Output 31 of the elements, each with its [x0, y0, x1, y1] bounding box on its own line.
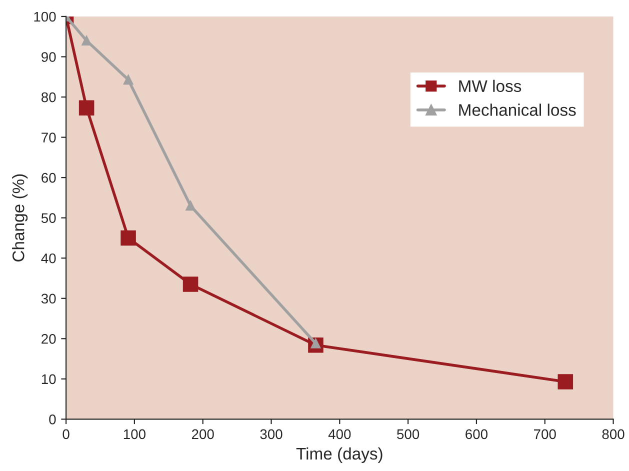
- x-tick-label: 600: [466, 429, 488, 440]
- y-tick-label: 30: [41, 294, 56, 304]
- y-tick-label: 20: [42, 334, 56, 344]
- point: [123, 74, 134, 85]
- x-tick-label: 100: [124, 429, 146, 440]
- y-tick-label: 60: [42, 172, 56, 183]
- x-tick-label: 800: [602, 429, 624, 440]
- y-tick-label: 0: [49, 414, 56, 424]
- y-axis-title: Change (%): [12, 174, 28, 262]
- x-tick-label: 400: [328, 429, 351, 440]
- legend-label: Mechanical loss: [459, 104, 576, 116]
- y-tick-label: 70: [42, 132, 56, 142]
- point: [186, 200, 196, 211]
- x-tick-label: 700: [534, 429, 556, 440]
- point: [78, 100, 94, 116]
- point: [82, 36, 92, 46]
- x-axis-title: Time (days): [296, 447, 382, 463]
- x-tick-label: 0: [62, 429, 70, 440]
- point: [120, 230, 136, 246]
- x-tick-label: 200: [192, 429, 214, 440]
- y-tick-label: 10: [42, 374, 56, 384]
- x-tick-label: 300: [260, 429, 282, 440]
- y-tick-label: 100: [34, 12, 56, 22]
- y-tick-label: 50: [41, 213, 56, 224]
- legend-label: MW loss: [459, 80, 522, 92]
- point: [182, 276, 198, 292]
- x-tick-label: 500: [397, 429, 420, 440]
- y-tick-label: 80: [41, 92, 56, 102]
- point: [558, 374, 574, 390]
- y-tick-label: 90: [42, 52, 56, 62]
- y-tick-label: 40: [41, 253, 56, 264]
